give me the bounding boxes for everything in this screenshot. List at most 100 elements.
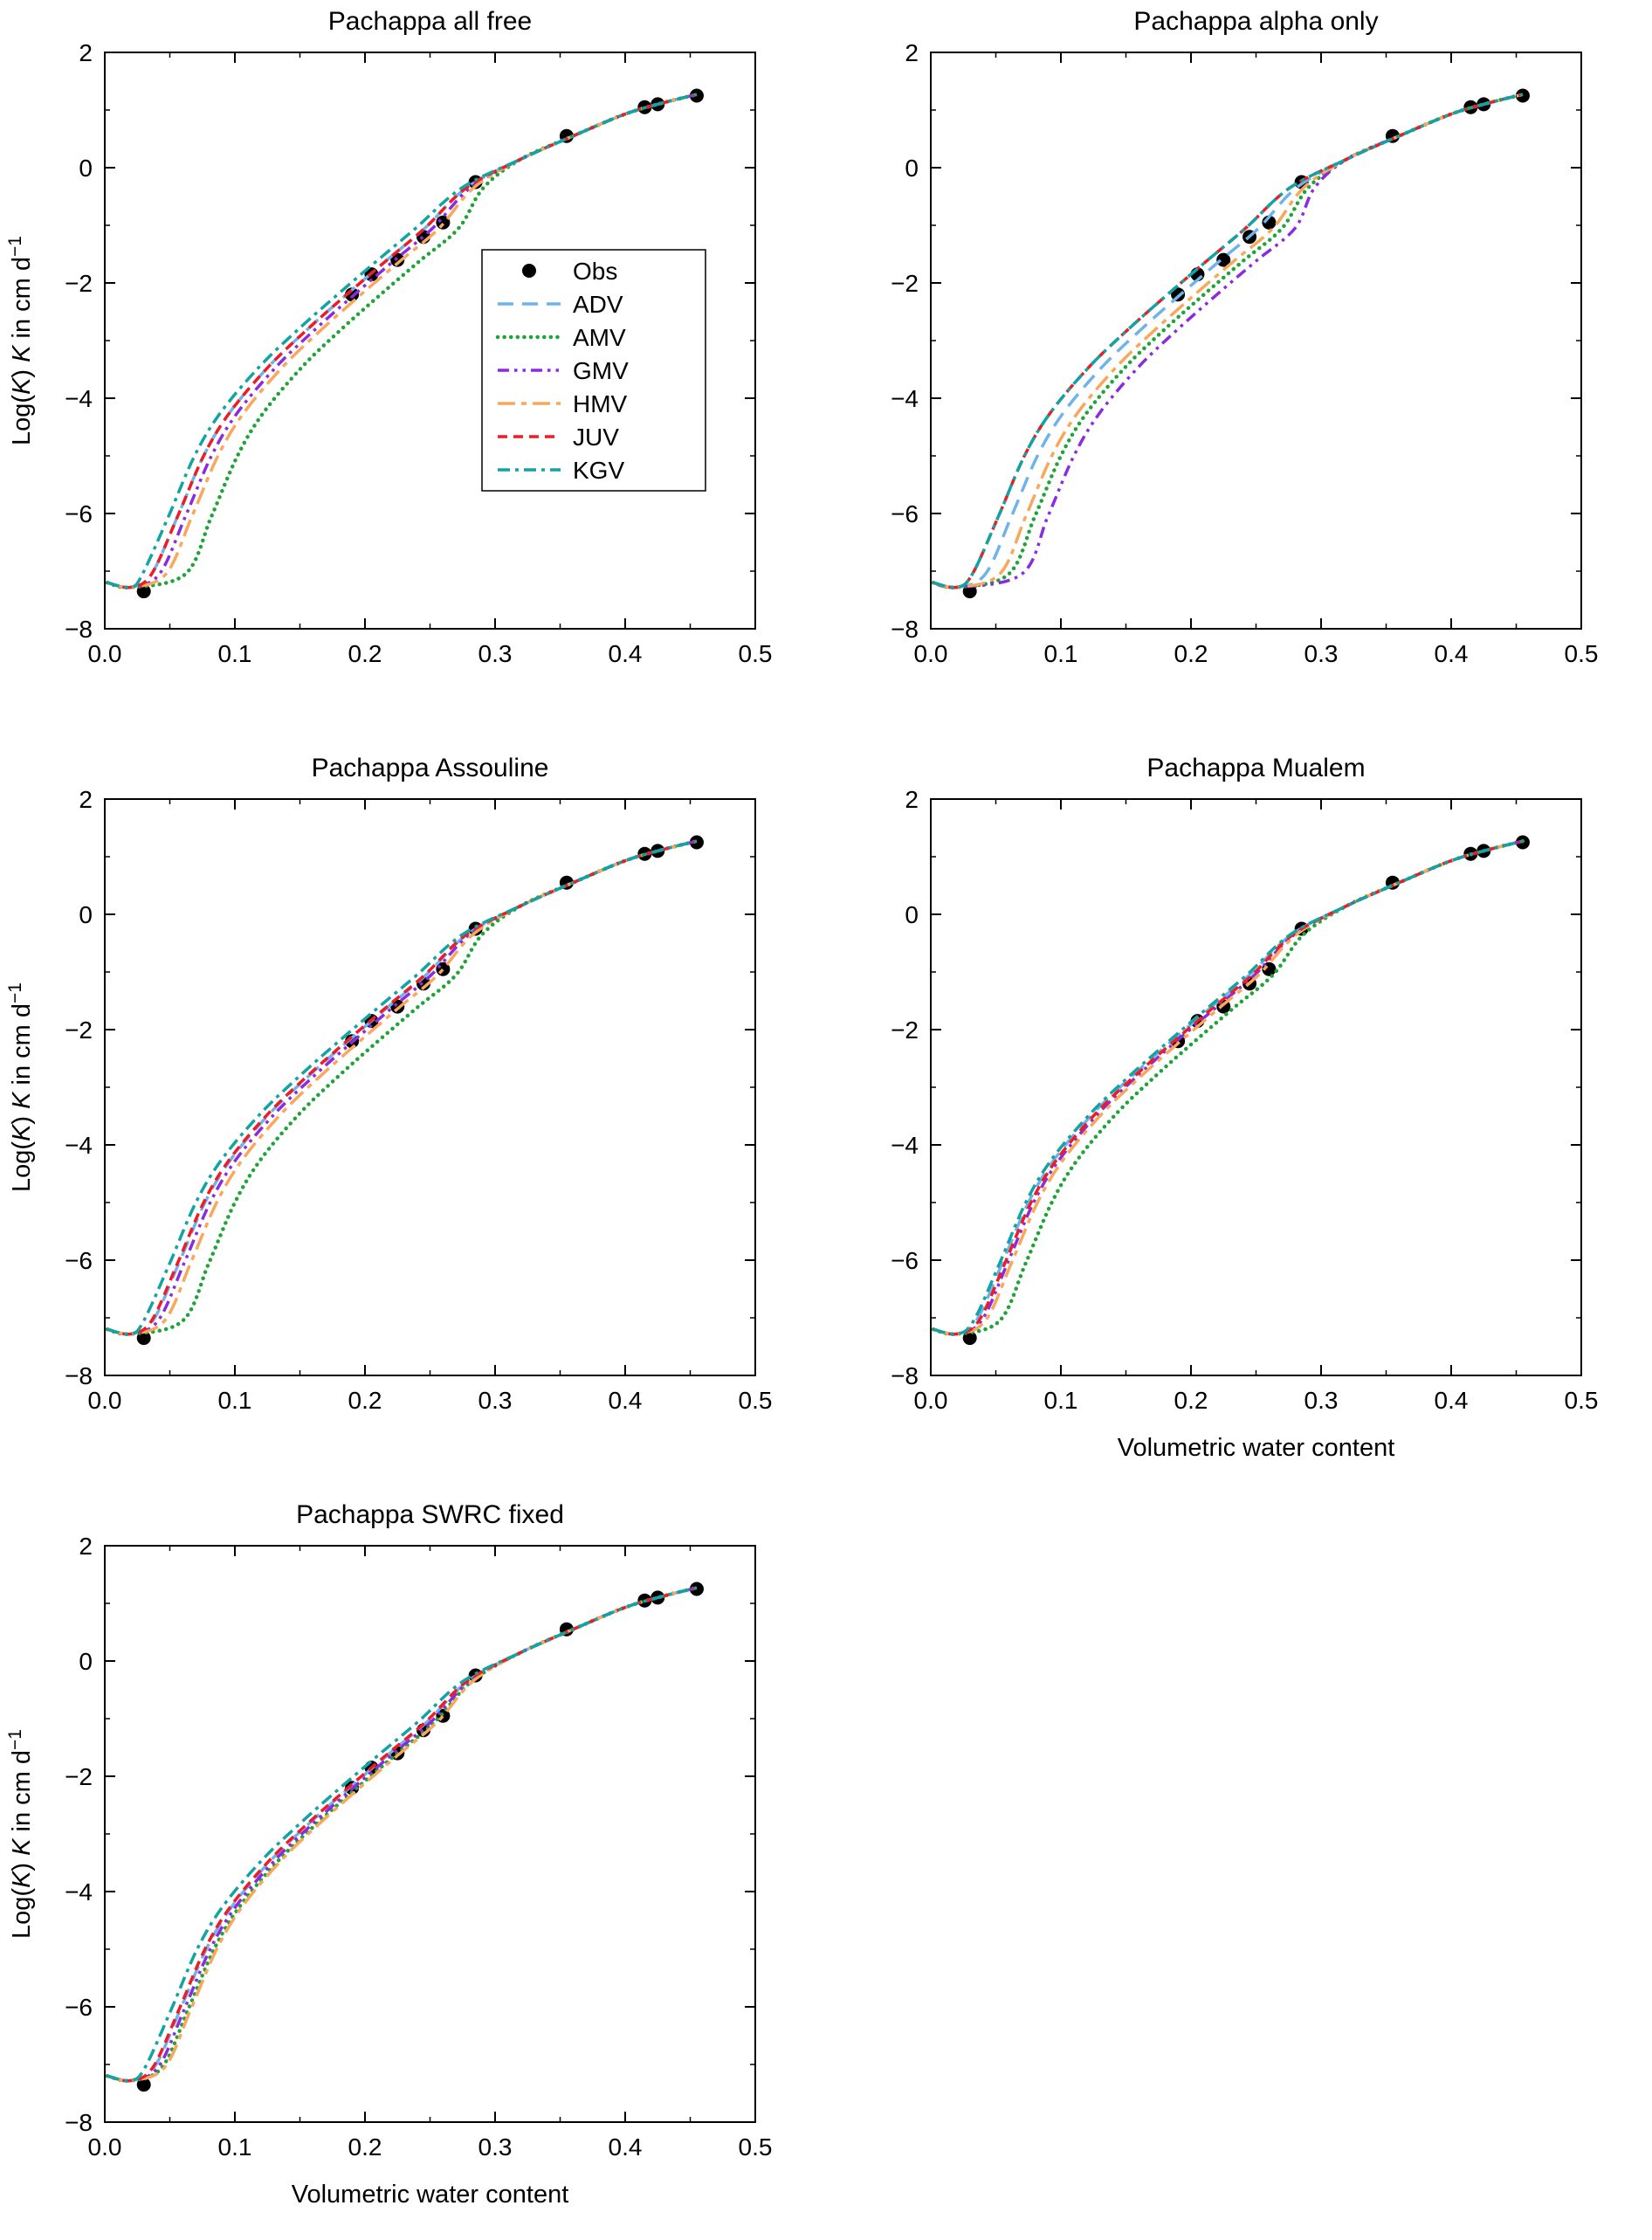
- legend-label-GMV: GMV: [573, 357, 629, 384]
- x-tick-label: 0.5: [1565, 640, 1599, 667]
- y-tick-label: 2: [905, 786, 919, 813]
- x-tick-label: 0.5: [739, 640, 773, 667]
- y-tick-label: −6: [65, 1247, 93, 1274]
- legend-label-HMV: HMV: [573, 390, 628, 417]
- curve-HMV: [107, 839, 698, 1336]
- x-tick-label: 0.0: [88, 640, 122, 667]
- legend-label-ADV: ADV: [573, 291, 623, 318]
- x-tick-label: 0.5: [739, 1387, 773, 1414]
- chart-pachappa-alpha-only: Pachappa alpha only 0.0 0.1 0.2 0.3 0.4 0.5 2 0 −…: [891, 7, 1599, 667]
- x-tick-label: 0.4: [609, 2133, 643, 2161]
- x-tick-label: 0.4: [1435, 1387, 1469, 1414]
- chart-pachappa-mualem: Pachappa Mualem 0.0 0.1 0.2 0.3 0.4 0.5 2 0 −2 −4 −…: [891, 754, 1599, 1462]
- x-tick-label: 0.0: [88, 1387, 122, 1414]
- curve-JUV: [933, 839, 1524, 1336]
- curves: [931, 92, 1525, 590]
- y-tick-label: −6: [65, 1994, 93, 2021]
- chart-cell-pachappa-swrc-fixed: Pachappa SWRC fixed 0.0 0.1 0.2 0.3 0.4 0.5 2 0 −…: [0, 1493, 826, 2240]
- y-axis-label: Log(K) K in cm d−1: [5, 982, 36, 1192]
- x-tick-label: 0.5: [739, 2133, 773, 2161]
- curves: [105, 838, 699, 1337]
- x-tick-label: 0.0: [914, 640, 948, 667]
- legend-box: [481, 249, 706, 492]
- curve-JUV: [107, 1586, 698, 2083]
- plot-frame: [104, 798, 756, 1376]
- y-axis-label: Log(K) K in cm d−1: [5, 236, 36, 445]
- chart-pachappa-assouline: Pachappa Assouline 0.0 0.1 0.2 0.3 0.4 0.5 2 0 −2…: [5, 754, 773, 1414]
- curve-AMV: [931, 92, 1525, 590]
- x-tick-label: 0.1: [1044, 1387, 1078, 1414]
- y-tick-label: −8: [891, 1362, 919, 1389]
- curve-GMV: [107, 1586, 698, 2083]
- curve-KGV: [933, 839, 1524, 1336]
- x-tick-label: 0.3: [1304, 1387, 1339, 1414]
- legend-label-JUV: JUV: [573, 424, 619, 451]
- panel-title: Pachappa SWRC fixed: [296, 1500, 564, 1529]
- chart-cell-pachappa-mualem: Pachappa Mualem 0.0 0.1 0.2 0.3 0.4 0.5 2 0 −2 −4 −…: [826, 747, 1652, 1493]
- x-tick-label: 0.4: [1435, 640, 1469, 667]
- y-tick-label: −8: [65, 1362, 93, 1389]
- y-tick-label: 2: [79, 1533, 93, 1560]
- chart-cell-pachappa-all-free: Pachappa all free 0.0 0.1 0.2 0.3 0.4 0.5 2 0 −2 −…: [0, 0, 826, 747]
- plot-frame: [930, 798, 1582, 1376]
- y-tick-label: 0: [905, 155, 919, 182]
- x-tick-label: 0.0: [914, 1387, 948, 1414]
- y-tick-label: −2: [891, 1017, 919, 1044]
- y-tick-label: −4: [65, 385, 93, 412]
- x-tick-label: 0.2: [348, 2133, 382, 2161]
- curve-HMV: [933, 93, 1524, 589]
- y-tick-label: −2: [891, 270, 919, 297]
- curve-ADV: [933, 93, 1524, 589]
- legend-label-AMV: AMV: [573, 324, 626, 351]
- plot-frame: [930, 52, 1582, 630]
- panel-title: Pachappa alpha only: [1133, 7, 1378, 36]
- x-tick-label: 0.2: [348, 640, 382, 667]
- y-tick-label: −8: [65, 2109, 93, 2136]
- x-tick-label: 0.3: [478, 1387, 513, 1414]
- x-tick-label: 0.2: [1174, 640, 1208, 667]
- x-tick-label: 0.1: [218, 2133, 252, 2161]
- curve-GMV: [107, 839, 698, 1336]
- x-tick-label: 0.2: [1174, 1387, 1208, 1414]
- legend-obs-marker: [522, 264, 536, 278]
- curve-KGV: [107, 93, 698, 589]
- empty-cell: [826, 1493, 1652, 2240]
- x-tick-label: 0.0: [88, 2133, 122, 2161]
- chart-cell-pachappa-assouline: Pachappa Assouline 0.0 0.1 0.2 0.3 0.4 0.5 2 0 −2…: [0, 747, 826, 1493]
- y-tick-label: −6: [891, 1247, 919, 1274]
- obs-points: [136, 1582, 704, 2092]
- panel-title: Pachappa Assouline: [312, 754, 549, 782]
- obs-points: [962, 835, 1530, 1346]
- x-tick-label: 0.5: [1565, 1387, 1599, 1414]
- curve-JUV: [107, 839, 698, 1336]
- panel-title: Pachappa all free: [328, 7, 533, 36]
- curve-HMV: [107, 93, 698, 589]
- y-tick-label: −4: [891, 385, 919, 412]
- obs-marker: [390, 252, 405, 267]
- legend-label-KGV: KGV: [573, 457, 624, 484]
- y-tick-label: −2: [65, 1763, 93, 1790]
- y-tick-label: 0: [905, 901, 919, 928]
- y-axis-label: Log(K) K in cm d−1: [5, 1729, 36, 1939]
- curve-HMV: [933, 839, 1524, 1336]
- panel-title: Pachappa Mualem: [1146, 754, 1365, 782]
- curve-ADV: [107, 1586, 698, 2083]
- y-tick-label: 0: [79, 901, 93, 928]
- curves: [105, 1585, 699, 2084]
- curve-AMV: [105, 838, 699, 1337]
- obs-marker: [1216, 252, 1231, 267]
- x-tick-label: 0.1: [218, 1387, 252, 1414]
- obs-points: [962, 88, 1530, 599]
- y-tick-label: −2: [65, 270, 93, 297]
- curve-ADV: [107, 839, 698, 1336]
- y-tick-label: −4: [65, 1132, 93, 1159]
- x-tick-label: 0.1: [1044, 640, 1078, 667]
- chart-pachappa-swrc-fixed: Pachappa SWRC fixed 0.0 0.1 0.2 0.3 0.4 0.5 2 0 −…: [5, 1500, 773, 2209]
- y-tick-label: −4: [65, 1878, 93, 1906]
- y-tick-label: 2: [905, 39, 919, 66]
- legend: Obs ADV AMV GMV HMV JUV KGV: [481, 249, 706, 492]
- curve-ADV: [933, 839, 1524, 1336]
- x-tick-label: 0.3: [478, 640, 513, 667]
- x-tick-label: 0.1: [218, 640, 252, 667]
